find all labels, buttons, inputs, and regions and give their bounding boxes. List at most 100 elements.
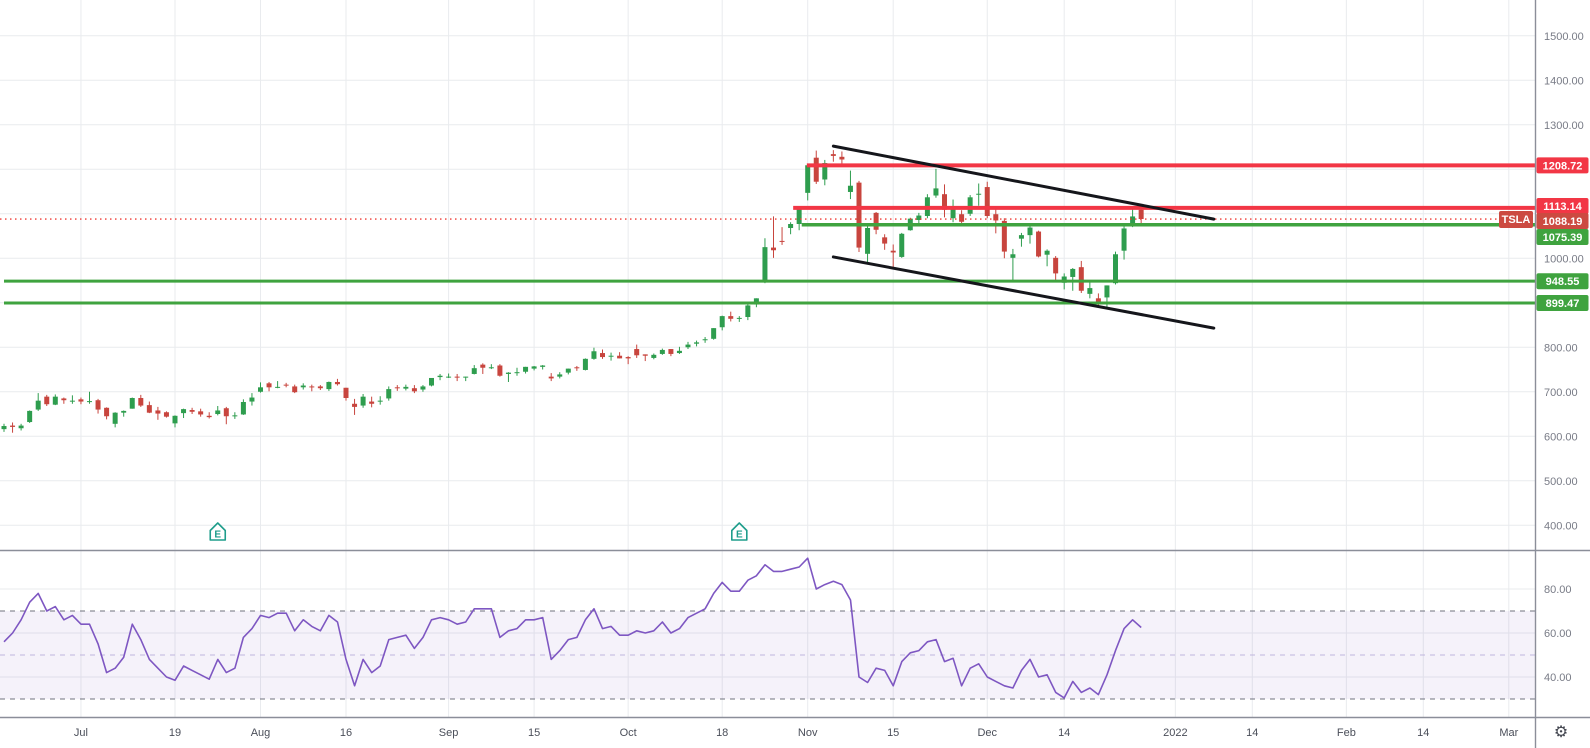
price-line-label-text: 899.47	[1546, 298, 1580, 310]
candle-body	[1061, 276, 1067, 283]
candle	[942, 184, 947, 218]
candle	[258, 382, 263, 393]
candle	[129, 397, 135, 409]
candle-body	[189, 410, 195, 412]
price-line-label[interactable]: 1075.39	[1536, 229, 1589, 245]
price-line-label-text: 1113.14	[1543, 201, 1582, 213]
candle	[890, 244, 896, 269]
candle	[146, 401, 152, 414]
symbol-tag-text: TSLA	[1502, 214, 1531, 226]
candle-body	[548, 376, 554, 379]
time-axis-label: 15	[887, 727, 899, 739]
price-line-label[interactable]: 899.47	[1536, 295, 1589, 311]
trendline-upper[interactable]	[831, 144, 1216, 221]
candle	[352, 398, 358, 415]
candle-body	[719, 316, 725, 328]
candle	[830, 150, 836, 162]
candle	[198, 408, 204, 417]
price-axis-label: 1300.00	[1544, 120, 1584, 132]
candle-body	[736, 317, 742, 319]
candle-body	[608, 355, 614, 357]
candle-body	[61, 398, 67, 401]
time-axis-label: 14	[1417, 727, 1429, 739]
rsi-axis-label: 40.00	[1544, 672, 1572, 684]
price-axis-label: 500.00	[1544, 476, 1578, 488]
candle-body	[240, 401, 246, 415]
candle-body	[523, 366, 529, 372]
candle-body	[1078, 267, 1084, 291]
rsi-line[interactable]	[3, 557, 1142, 699]
candle-body	[129, 397, 135, 409]
candle-body	[796, 207, 802, 224]
candle-body	[429, 377, 434, 386]
candle-body	[694, 342, 700, 344]
candle	[394, 385, 400, 391]
candle-body	[386, 389, 392, 399]
time-axis-label: Oct	[620, 727, 637, 739]
candle-body	[873, 212, 879, 230]
candle	[189, 407, 195, 415]
gridlines	[0, 0, 1535, 717]
price-line-label[interactable]: 1208.72	[1536, 157, 1589, 174]
candle	[728, 311, 734, 322]
trendline-lower[interactable]	[831, 255, 1216, 330]
last-price-label[interactable]: 1088.19	[1536, 213, 1589, 229]
candle	[984, 181, 990, 219]
candle	[676, 346, 682, 354]
candle	[505, 372, 511, 382]
candle	[668, 349, 674, 357]
candle	[44, 394, 50, 407]
settings-gear-icon[interactable]: ⚙	[1554, 724, 1568, 741]
price-line-label[interactable]: 1113.14	[1536, 198, 1589, 214]
candle-body	[865, 228, 871, 254]
candle	[959, 210, 965, 225]
candle-body	[249, 397, 255, 402]
candle	[420, 385, 426, 392]
candle	[950, 199, 956, 223]
candle	[480, 363, 486, 374]
candle-body	[1010, 254, 1016, 258]
price-line-label-box	[1536, 295, 1589, 311]
candle-body	[805, 165, 811, 193]
candle	[967, 195, 973, 216]
candle	[27, 410, 33, 423]
time-axis[interactable]: Jul 19 Aug 16 Sep 15 Oct 18 Nov 15 Dec 14 2022 14 Feb 1…	[74, 727, 1519, 739]
candle-body	[813, 157, 819, 182]
candle-body	[642, 354, 648, 356]
symbol-price-tag: TSLA	[1499, 211, 1533, 228]
candle-body	[890, 250, 896, 253]
candle-body	[1027, 227, 1033, 236]
candle-body	[343, 387, 349, 398]
candle-body	[10, 425, 16, 427]
candle	[249, 393, 255, 406]
candle	[788, 222, 794, 235]
price-line-label[interactable]: 948.55	[1536, 273, 1589, 290]
candle-body	[993, 214, 999, 221]
candle	[1113, 251, 1118, 285]
candle-body	[309, 386, 315, 388]
price-line-label-box	[1536, 157, 1589, 174]
candle-body	[360, 396, 366, 406]
candle-body	[52, 396, 58, 405]
candle	[334, 378, 340, 386]
candle-body	[206, 415, 212, 418]
earnings-icon[interactable]: E	[209, 522, 227, 541]
candle	[1053, 256, 1059, 281]
candle	[839, 151, 845, 166]
candle-body	[223, 408, 229, 417]
price-line-label-text: 948.55	[1546, 276, 1580, 288]
price-axis[interactable]: 1500.00 1400.00 1300.00 1000.00 800.00 700.00…	[1536, 31, 1589, 684]
candle	[497, 364, 503, 377]
candle	[976, 183, 982, 206]
candle-body	[35, 400, 41, 410]
candle-body	[882, 237, 888, 244]
earnings-icon[interactable]: E	[731, 522, 748, 541]
candle	[1078, 260, 1084, 293]
symbol-tag-box	[1499, 211, 1533, 228]
candle-body	[830, 154, 836, 156]
candle	[181, 408, 187, 419]
horizontal-price-lines	[0, 163, 1535, 305]
candle	[600, 349, 605, 359]
candle-body	[155, 410, 161, 414]
